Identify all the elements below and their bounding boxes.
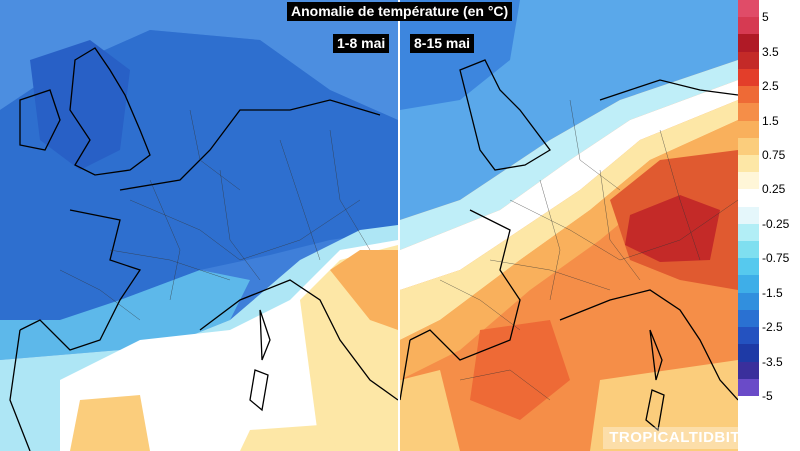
colorbar-swatch <box>738 275 759 294</box>
colorbar-swatch <box>738 34 759 53</box>
anomaly-field-cyan-band <box>400 60 738 250</box>
colorbar-tick-label: -5 <box>762 389 773 403</box>
coastlines <box>400 59 738 432</box>
colorbar-tick-label: 0.25 <box>762 182 786 197</box>
colorbar-swatch <box>738 189 759 208</box>
colorbar-swatch <box>738 68 759 87</box>
colorbar-tick-label: -0.25 <box>762 216 790 231</box>
colorbar-swatch <box>738 172 759 190</box>
colorbar-tick-label: 3.5 <box>762 44 779 59</box>
anomaly-field-britain <box>30 40 130 170</box>
anomaly-field-south <box>590 360 738 451</box>
anomaly-field-warm2 <box>330 250 398 330</box>
colorbar-swatch <box>738 103 759 121</box>
admin-borders <box>59 109 371 321</box>
colorbar-swatch <box>738 137 759 156</box>
anomaly-field-neutral-band <box>400 80 738 290</box>
colorbar-tick-label: -2.5 <box>762 320 783 335</box>
colorbar-tick-label: 2.5 <box>762 79 779 94</box>
colorbar-swatch <box>738 258 759 276</box>
anomaly-map-left <box>0 0 398 451</box>
map-panel-8-15-mai <box>400 0 738 451</box>
anomaly-field-light <box>0 270 250 360</box>
colorbar-swatch <box>738 206 759 225</box>
anomaly-field-warm3 <box>70 395 150 451</box>
colorbar-swatch <box>738 361 759 380</box>
colorbar-tick-label: 0.75 <box>762 147 786 162</box>
colorbar-tick-label: 5 <box>762 10 769 25</box>
anomaly-field-cold-britain <box>400 0 520 110</box>
colorbar-swatch <box>738 241 759 259</box>
anomaly-field-iberia <box>470 320 570 420</box>
colorbar-swatch <box>738 378 759 397</box>
colorbar-swatch <box>738 344 759 363</box>
watermark: TROPICALTIDBITS.COM <box>603 427 798 449</box>
colorbar-swatch <box>738 120 759 139</box>
anomaly-field-yellow-band <box>400 100 738 340</box>
colorbar-tick-label: -3.5 <box>762 354 783 369</box>
colorbar-swatch <box>738 86 759 104</box>
anomaly-field-warm4 <box>240 425 340 451</box>
coastlines <box>9 47 398 451</box>
colorbar-swatch <box>738 0 759 18</box>
colorbar-tick-label: -0.75 <box>762 251 790 266</box>
colorbar-tick-label: -1.5 <box>762 285 783 300</box>
admin-borders <box>439 99 738 401</box>
panel-divider <box>398 0 400 451</box>
anomaly-field-max <box>625 195 720 262</box>
period-label-left: 1-8 mai <box>333 34 390 53</box>
colorbar-swatch <box>738 154 759 173</box>
colorbar-swatch <box>738 327 759 345</box>
colorbar-swatch <box>738 292 759 311</box>
map-title: Anomalie de température (en °C) <box>287 2 513 21</box>
colorbar-legend: 5 3.5 2.5 1.5 0.75 0.25 -0.25 -0.75 -1.5 -2.5 -3.5… <box>738 0 800 402</box>
map-panel-1-8-mai <box>0 0 398 451</box>
colorbar-swatch <box>738 17 759 35</box>
period-label-right: 8-15 mai <box>410 34 475 53</box>
anomaly-field-north <box>0 0 398 120</box>
colorbar-swatch <box>738 51 759 70</box>
colorbar-tick-label: 1.5 <box>762 113 779 128</box>
anomaly-field-southwest <box>400 370 460 451</box>
anomaly-map-right <box>400 0 738 451</box>
colorbar-swatch <box>738 223 759 242</box>
colorbar-swatch <box>738 309 759 328</box>
